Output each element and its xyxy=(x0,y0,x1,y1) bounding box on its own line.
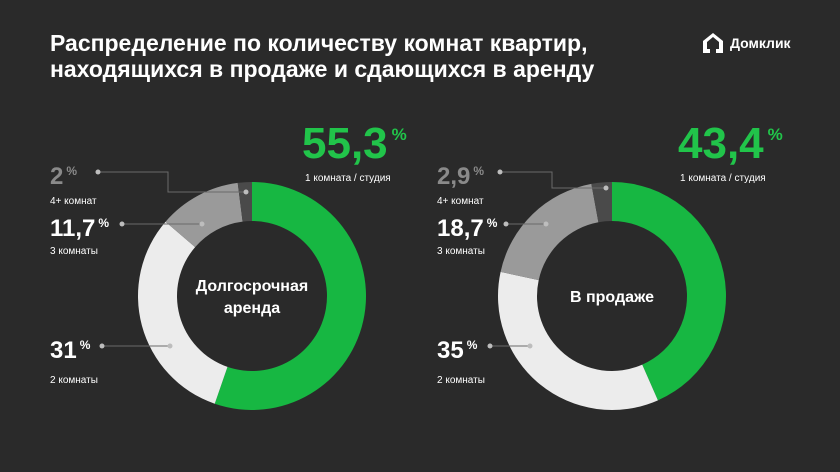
leader-line-slice-4-chart-2 xyxy=(500,171,606,189)
slice-3-chart-1 xyxy=(165,182,243,248)
leader-line-slice-4-chart-1 xyxy=(98,171,246,193)
percent-sign-slice-4-chart-1: % xyxy=(66,164,77,178)
leader-dot-end-slice-2-chart-2 xyxy=(527,343,533,349)
category-label-1room-chart-2: 1 комната / студия xyxy=(680,173,766,184)
slice-2-chart-2 xyxy=(498,271,658,410)
leader-dot-end-slice-2-chart-1 xyxy=(167,343,173,349)
percent-sign-slice-2-chart-2: % xyxy=(467,338,478,352)
value-label-slice-4-chart-1: 2 xyxy=(50,163,63,190)
value-label-1room-chart-1: 55,3 xyxy=(302,119,388,168)
leader-dot-start-slice-3-chart-2 xyxy=(503,221,509,227)
leader-dot-end-slice-3-chart-1 xyxy=(199,221,205,227)
brand-logo: Домклик xyxy=(702,32,791,54)
leader-dot-end-slice-3-chart-2 xyxy=(543,221,549,227)
slice-4-chart-2 xyxy=(591,182,612,223)
title-line-1: Распределение по количеству комнат кварт… xyxy=(50,30,588,56)
title-line-2: находящихся в продаже и сдающихся в арен… xyxy=(50,56,595,82)
percent-sign-1room-chart-2: % xyxy=(768,125,783,144)
center-label-2-1: В продаже xyxy=(570,289,654,306)
domclick-logo-icon xyxy=(703,33,723,53)
category-label-slice-4-chart-1: 4+ комнат xyxy=(50,196,97,207)
leader-dot-start-slice-4-chart-2 xyxy=(497,169,503,175)
leader-dot-start-slice-4-chart-1 xyxy=(95,169,101,175)
category-label-slice-3-chart-2: 3 комнаты xyxy=(437,246,485,257)
value-label-slice-2-chart-1: 31 xyxy=(50,337,77,364)
leader-dot-end-slice-4-chart-1 xyxy=(243,189,249,195)
leader-dot-start-slice-2-chart-1 xyxy=(99,343,105,349)
page-title: Распределение по количеству комнат кварт… xyxy=(50,30,690,82)
category-label-slice-2-chart-2: 2 комнаты xyxy=(437,375,485,386)
category-label-slice-2-chart-1: 2 комнаты xyxy=(50,375,98,386)
percent-sign-slice-3-chart-1: % xyxy=(98,216,109,230)
category-label-slice-4-chart-2: 4+ комнат xyxy=(437,196,484,207)
value-label-slice-4-chart-2: 2,9 xyxy=(437,163,470,190)
slice-1-chart-2 xyxy=(612,182,726,401)
center-label-1-2: аренда xyxy=(224,300,280,317)
slice-1-chart-1 xyxy=(214,182,366,411)
value-label-slice-2-chart-2: 35 xyxy=(437,337,464,364)
leader-dot-end-slice-4-chart-2 xyxy=(603,185,609,191)
value-label-1room-chart-2: 43,4 xyxy=(678,119,764,168)
percent-sign-slice-3-chart-2: % xyxy=(487,216,498,230)
brand-name: Домклик xyxy=(730,35,791,51)
value-label-slice-3-chart-2: 18,7 xyxy=(437,215,484,242)
percent-sign-slice-2-chart-1: % xyxy=(80,338,91,352)
category-label-1room-chart-1: 1 комната / студия xyxy=(305,173,391,184)
slice-3-chart-2 xyxy=(500,183,599,281)
donut-chart-1: Долгосрочная аренда 55,3 % 1 комната / студи… xyxy=(50,119,407,411)
value-label-slice-3-chart-1: 11,7 xyxy=(50,215,95,242)
leader-dot-start-slice-2-chart-2 xyxy=(487,343,493,349)
center-label-1-1: Долгосрочная xyxy=(196,278,308,295)
percent-sign-slice-4-chart-2: % xyxy=(473,164,484,178)
category-label-slice-3-chart-1: 3 комнаты xyxy=(50,246,98,257)
leader-dot-start-slice-3-chart-1 xyxy=(119,221,125,227)
donut-chart-2: В продаже 43,4 % 1 комната / студия 35 % 2 ком… xyxy=(437,119,783,410)
percent-sign-1room-chart-1: % xyxy=(392,125,407,144)
slice-2-chart-1 xyxy=(137,221,228,404)
